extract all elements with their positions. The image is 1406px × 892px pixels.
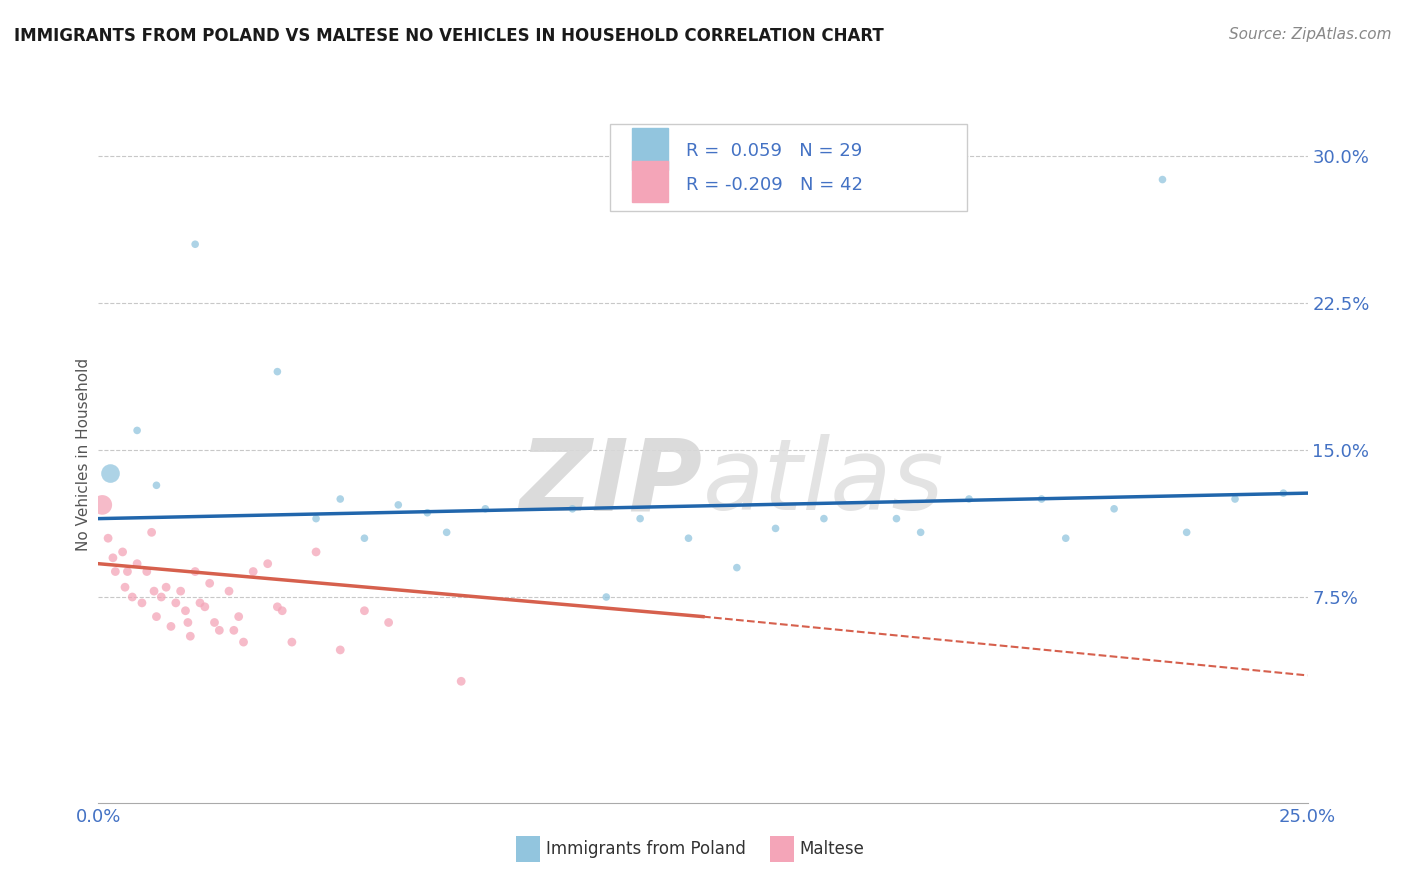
FancyBboxPatch shape [631, 161, 668, 202]
Point [131, 596, 153, 610]
Point [141, 525, 163, 540]
Point [101, 550, 124, 565]
Point [436, 525, 458, 540]
Point [678, 531, 700, 545]
Point [256, 557, 278, 571]
Point [179, 629, 201, 643]
Text: atlas: atlas [703, 434, 945, 532]
Point [281, 635, 304, 649]
Point [1272, 486, 1295, 500]
Point [1175, 525, 1198, 540]
Point [266, 365, 288, 379]
Point [329, 643, 352, 657]
Point [377, 615, 399, 630]
Point [208, 624, 231, 638]
Point [450, 674, 472, 689]
Point [222, 624, 245, 638]
Point [910, 525, 932, 540]
Point [1152, 172, 1174, 186]
Point [228, 609, 250, 624]
Point [160, 619, 183, 633]
Point [813, 511, 835, 525]
FancyBboxPatch shape [631, 128, 668, 169]
Point [145, 478, 167, 492]
Point [1102, 501, 1125, 516]
Point [121, 590, 143, 604]
Point [104, 565, 127, 579]
Point [353, 604, 375, 618]
FancyBboxPatch shape [610, 124, 966, 211]
Point [1223, 491, 1246, 506]
Point [329, 491, 352, 506]
Point [155, 580, 177, 594]
Point [416, 506, 439, 520]
Point [100, 467, 122, 481]
Point [232, 635, 254, 649]
Point [242, 565, 264, 579]
Point [184, 565, 207, 579]
Point [135, 565, 157, 579]
Point [1031, 491, 1053, 506]
Text: ZIP: ZIP [520, 434, 703, 532]
Point [143, 584, 166, 599]
Point [305, 545, 328, 559]
Point [127, 424, 149, 438]
Point [111, 545, 134, 559]
Text: Immigrants from Poland: Immigrants from Poland [546, 839, 745, 858]
Point [204, 615, 226, 630]
Point [169, 584, 191, 599]
FancyBboxPatch shape [516, 836, 540, 862]
Point [266, 599, 288, 614]
Point [198, 576, 221, 591]
Point [194, 599, 217, 614]
Point [957, 491, 980, 506]
Point [177, 615, 200, 630]
Point [765, 521, 787, 535]
Point [150, 590, 173, 604]
Text: R =  0.059   N = 29: R = 0.059 N = 29 [686, 142, 862, 160]
Point [886, 511, 908, 525]
Point [305, 511, 328, 525]
Text: Source: ZipAtlas.com: Source: ZipAtlas.com [1229, 27, 1392, 42]
FancyBboxPatch shape [769, 836, 794, 862]
Point [188, 596, 211, 610]
Point [561, 501, 583, 516]
Text: IMMIGRANTS FROM POLAND VS MALTESE NO VEHICLES IN HOUSEHOLD CORRELATION CHART: IMMIGRANTS FROM POLAND VS MALTESE NO VEH… [14, 27, 884, 45]
Point [165, 596, 187, 610]
Point [117, 565, 139, 579]
Point [725, 560, 748, 574]
Point [474, 501, 496, 516]
Point [184, 237, 207, 252]
Point [387, 498, 409, 512]
Point [174, 604, 197, 618]
Text: R = -0.209   N = 42: R = -0.209 N = 42 [686, 176, 863, 194]
Point [628, 511, 651, 525]
Point [127, 557, 149, 571]
Point [114, 580, 136, 594]
Point [145, 609, 167, 624]
Y-axis label: No Vehicles in Household: No Vehicles in Household [76, 359, 91, 551]
Point [271, 604, 294, 618]
Point [218, 584, 240, 599]
Point [353, 531, 375, 545]
Point [595, 590, 617, 604]
Text: Maltese: Maltese [800, 839, 865, 858]
Point [97, 531, 120, 545]
Point [91, 498, 114, 512]
Point [1054, 531, 1077, 545]
